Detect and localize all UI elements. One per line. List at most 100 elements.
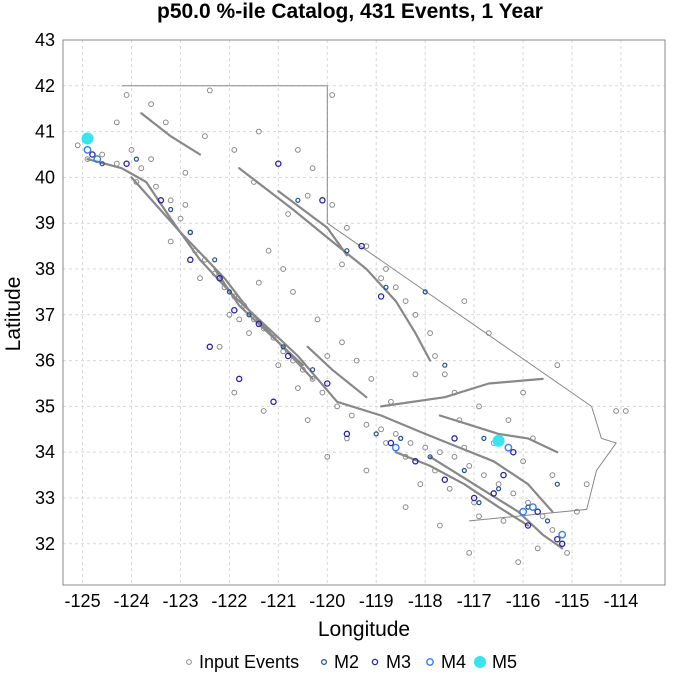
y-tick-label: 40	[35, 167, 55, 187]
input-event-point	[260, 408, 267, 414]
input-event-point	[231, 389, 238, 396]
input-event-point	[153, 183, 159, 190]
plot-frame	[62, 39, 666, 586]
input-event-point	[466, 463, 473, 469]
input-event-point	[123, 92, 130, 98]
input-event-point	[251, 179, 257, 185]
input-event-point	[162, 119, 169, 126]
m4-event-point	[529, 503, 537, 511]
input-event-point	[441, 371, 448, 378]
legend-marker-m4	[426, 658, 434, 666]
m3-event-point	[157, 197, 165, 204]
m2-event-point	[246, 312, 252, 318]
m2-event-point	[461, 467, 467, 474]
m3-event-point	[490, 490, 497, 497]
input-event-point	[515, 559, 522, 565]
input-event-point	[383, 266, 389, 272]
m3-event-point	[123, 160, 130, 167]
input-event-point	[583, 481, 590, 488]
input-event-point	[461, 444, 468, 451]
fault-trace	[306, 345, 368, 399]
input-event-point	[295, 385, 301, 392]
input-event-point	[539, 513, 546, 520]
y-tick-label: 35	[35, 396, 55, 416]
input-event-point	[481, 472, 487, 479]
input-event-point	[378, 275, 385, 282]
input-event-point	[476, 513, 482, 520]
input-event-point	[192, 247, 199, 254]
m3-event-point	[89, 151, 96, 158]
m2-event-point	[442, 362, 448, 368]
input-event-point	[402, 298, 409, 305]
input-event-point	[412, 311, 419, 318]
input-event-point	[221, 284, 228, 291]
x-tick-label: -119	[359, 591, 394, 611]
x-tick-labels: -125 -124 -123 -122 -121 -120 -119 -118 -117 -116…	[65, 591, 639, 611]
input-event-point	[495, 481, 502, 488]
input-event-point	[427, 330, 434, 337]
m2-event-point	[280, 344, 286, 350]
input-event-point	[304, 417, 311, 424]
input-event-point	[290, 357, 296, 364]
input-event-point	[456, 417, 463, 424]
event-points	[74, 87, 629, 565]
input-event-point	[622, 408, 629, 414]
input-event-point	[177, 215, 184, 222]
input-event-point	[451, 389, 458, 396]
x-tick-label: -116	[506, 591, 541, 611]
input-event-point	[378, 426, 385, 433]
y-tick-label: 36	[35, 351, 55, 371]
input-event-point	[241, 302, 248, 309]
input-event-point	[412, 371, 419, 378]
state-border	[121, 85, 617, 522]
y-tick-label: 39	[35, 213, 55, 233]
input-event-point	[324, 453, 331, 460]
input-event-point	[148, 156, 155, 163]
fault-trace	[429, 455, 564, 550]
y-tick-label: 34	[35, 442, 55, 462]
input-event-point	[329, 92, 336, 98]
legend-marker-m3	[371, 658, 379, 666]
y-tick-label: 38	[35, 259, 55, 279]
input-event-point	[314, 316, 321, 323]
input-event-point	[422, 444, 429, 451]
chart-title: p50.0 %-ile Catalog, 431 Events, 1 Year	[157, 0, 543, 23]
input-event-point	[216, 343, 223, 350]
input-event-point	[363, 467, 370, 474]
m2-event-point	[496, 486, 502, 492]
m2-event-point	[476, 500, 482, 506]
m4-event-point	[519, 507, 527, 516]
y-tick-labels: 32 33 34 35 36 37 38 39 40 41 42 43	[35, 30, 55, 554]
m2-event-point	[344, 248, 350, 254]
input-event-point	[500, 518, 507, 524]
m3-event-point	[377, 293, 385, 300]
m3-event-point	[524, 522, 532, 529]
input-event-point	[182, 169, 189, 176]
y-axis-label: Latitude	[2, 277, 25, 352]
input-event-point	[402, 504, 409, 511]
input-event-point	[128, 147, 135, 153]
fault-trace	[394, 451, 530, 527]
m3-event-point	[235, 375, 243, 383]
x-tick-label: -124	[114, 591, 150, 611]
m3-event-point	[441, 476, 449, 483]
x-tick-label: -121	[260, 591, 296, 611]
m2-event-point	[554, 481, 560, 487]
input-event-point	[251, 316, 257, 323]
input-event-point	[485, 330, 492, 337]
input-event-point	[554, 362, 561, 369]
input-event-point	[564, 550, 570, 556]
input-event-point	[167, 238, 174, 245]
m2-event-point	[310, 367, 316, 373]
input-event-point	[549, 472, 556, 479]
input-event-point	[236, 316, 243, 323]
input-event-point	[202, 256, 208, 263]
m3-event-point	[231, 306, 238, 314]
m3-event-point	[270, 398, 277, 406]
input-event-point	[329, 202, 336, 208]
m3-event-point	[387, 439, 395, 447]
x-tick-label: -123	[162, 591, 198, 611]
input-event-point	[324, 353, 331, 359]
input-event-point	[295, 147, 301, 153]
x-tick-label: -125	[65, 591, 101, 611]
